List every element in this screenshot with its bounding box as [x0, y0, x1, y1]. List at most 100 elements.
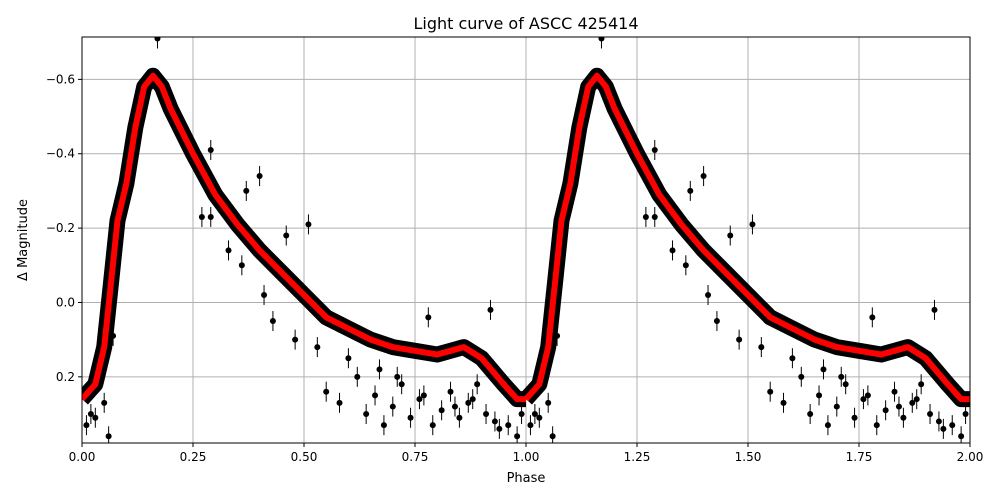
y-tick-label: −0.6 — [46, 72, 75, 86]
data-point — [389, 403, 396, 410]
data-point — [931, 306, 938, 313]
data-point — [225, 247, 232, 254]
data-point — [283, 232, 290, 239]
data-point — [154, 37, 161, 42]
data-point — [838, 373, 845, 380]
y-tick-label: −0.2 — [46, 221, 75, 235]
data-point — [758, 344, 765, 351]
data-point — [798, 373, 805, 380]
data-point — [416, 396, 423, 403]
data-point — [816, 392, 823, 399]
data-point — [713, 318, 720, 325]
data-point — [496, 425, 503, 432]
chart-title: Light curve of ASCC 425414 — [413, 14, 638, 33]
data-point — [780, 399, 787, 406]
data-point — [895, 403, 902, 410]
data-point — [669, 247, 676, 254]
data-point — [323, 388, 330, 395]
data-point — [935, 418, 942, 425]
data-point — [736, 336, 743, 343]
data-point — [820, 366, 827, 373]
data-point — [380, 422, 387, 429]
data-point — [536, 414, 543, 421]
data-point — [207, 213, 214, 220]
data-point — [789, 355, 796, 362]
data-point — [869, 314, 876, 321]
data-point — [940, 425, 947, 432]
data-point — [554, 332, 561, 339]
data-point — [469, 396, 476, 403]
data-point — [651, 147, 658, 154]
fit-curve — [82, 72, 970, 403]
data-point — [642, 213, 649, 220]
data-point — [407, 414, 414, 421]
data-point — [425, 314, 432, 321]
data-point — [456, 414, 463, 421]
y-tick-label: 0.2 — [56, 370, 75, 384]
y-axis-label: Δ Magnitude — [16, 199, 31, 281]
data-point — [909, 399, 916, 406]
data-point — [487, 306, 494, 313]
data-point — [398, 381, 405, 388]
x-tick-label: 1.25 — [624, 450, 651, 464]
data-point — [92, 414, 99, 421]
data-point — [198, 213, 205, 220]
x-tick-label: 2.00 — [957, 450, 984, 464]
data-point — [705, 292, 712, 299]
fit-line — [523, 72, 970, 403]
data-point — [949, 422, 956, 429]
observations — [83, 37, 969, 443]
data-point — [292, 336, 299, 343]
data-point — [238, 262, 245, 269]
data-point — [336, 399, 343, 406]
data-point — [927, 411, 934, 417]
data-point — [860, 396, 867, 403]
data-point — [824, 422, 831, 429]
data-point — [598, 37, 605, 42]
data-point — [83, 422, 90, 429]
data-point — [269, 318, 276, 325]
x-tick-label: 0.00 — [69, 450, 96, 464]
x-axis-label: Phase — [507, 471, 546, 486]
data-point — [243, 187, 250, 194]
data-point — [651, 213, 658, 220]
data-point — [483, 411, 490, 417]
data-point — [807, 411, 814, 417]
data-point — [962, 411, 969, 417]
x-tick-label: 0.25 — [180, 450, 207, 464]
data-point — [882, 407, 889, 414]
data-point — [545, 399, 552, 406]
x-tick-label: 1.00 — [513, 450, 540, 464]
data-point — [527, 422, 534, 429]
data-point — [354, 373, 361, 380]
data-point — [873, 422, 880, 429]
data-point — [682, 262, 689, 269]
x-tick-label: 0.75 — [402, 450, 429, 464]
data-point — [531, 411, 538, 417]
data-point — [110, 332, 117, 339]
data-point — [345, 355, 352, 362]
data-point — [727, 232, 734, 239]
data-point — [891, 388, 898, 395]
data-point — [420, 392, 427, 399]
data-point — [438, 407, 445, 414]
data-point — [429, 422, 436, 429]
data-point — [900, 414, 907, 421]
x-ticks: 0.00 0.25 0.50 0.75 1.00 1.25 1.50 1.75 2.00 — [69, 443, 984, 464]
data-point — [749, 221, 756, 228]
data-point — [505, 422, 512, 429]
data-point — [514, 433, 521, 440]
data-point — [518, 411, 525, 417]
y-ticks: −0.6 −0.4 −0.2 0.0 0.2 — [46, 72, 82, 384]
data-point — [314, 344, 321, 351]
x-tick-label: 1.50 — [735, 450, 762, 464]
data-point — [376, 366, 383, 373]
data-point — [101, 399, 108, 406]
data-point — [700, 173, 707, 180]
grid — [81, 37, 971, 443]
data-point — [958, 433, 965, 440]
data-point — [447, 388, 454, 395]
data-point — [549, 433, 556, 440]
data-point — [261, 292, 268, 299]
data-point — [305, 221, 312, 228]
